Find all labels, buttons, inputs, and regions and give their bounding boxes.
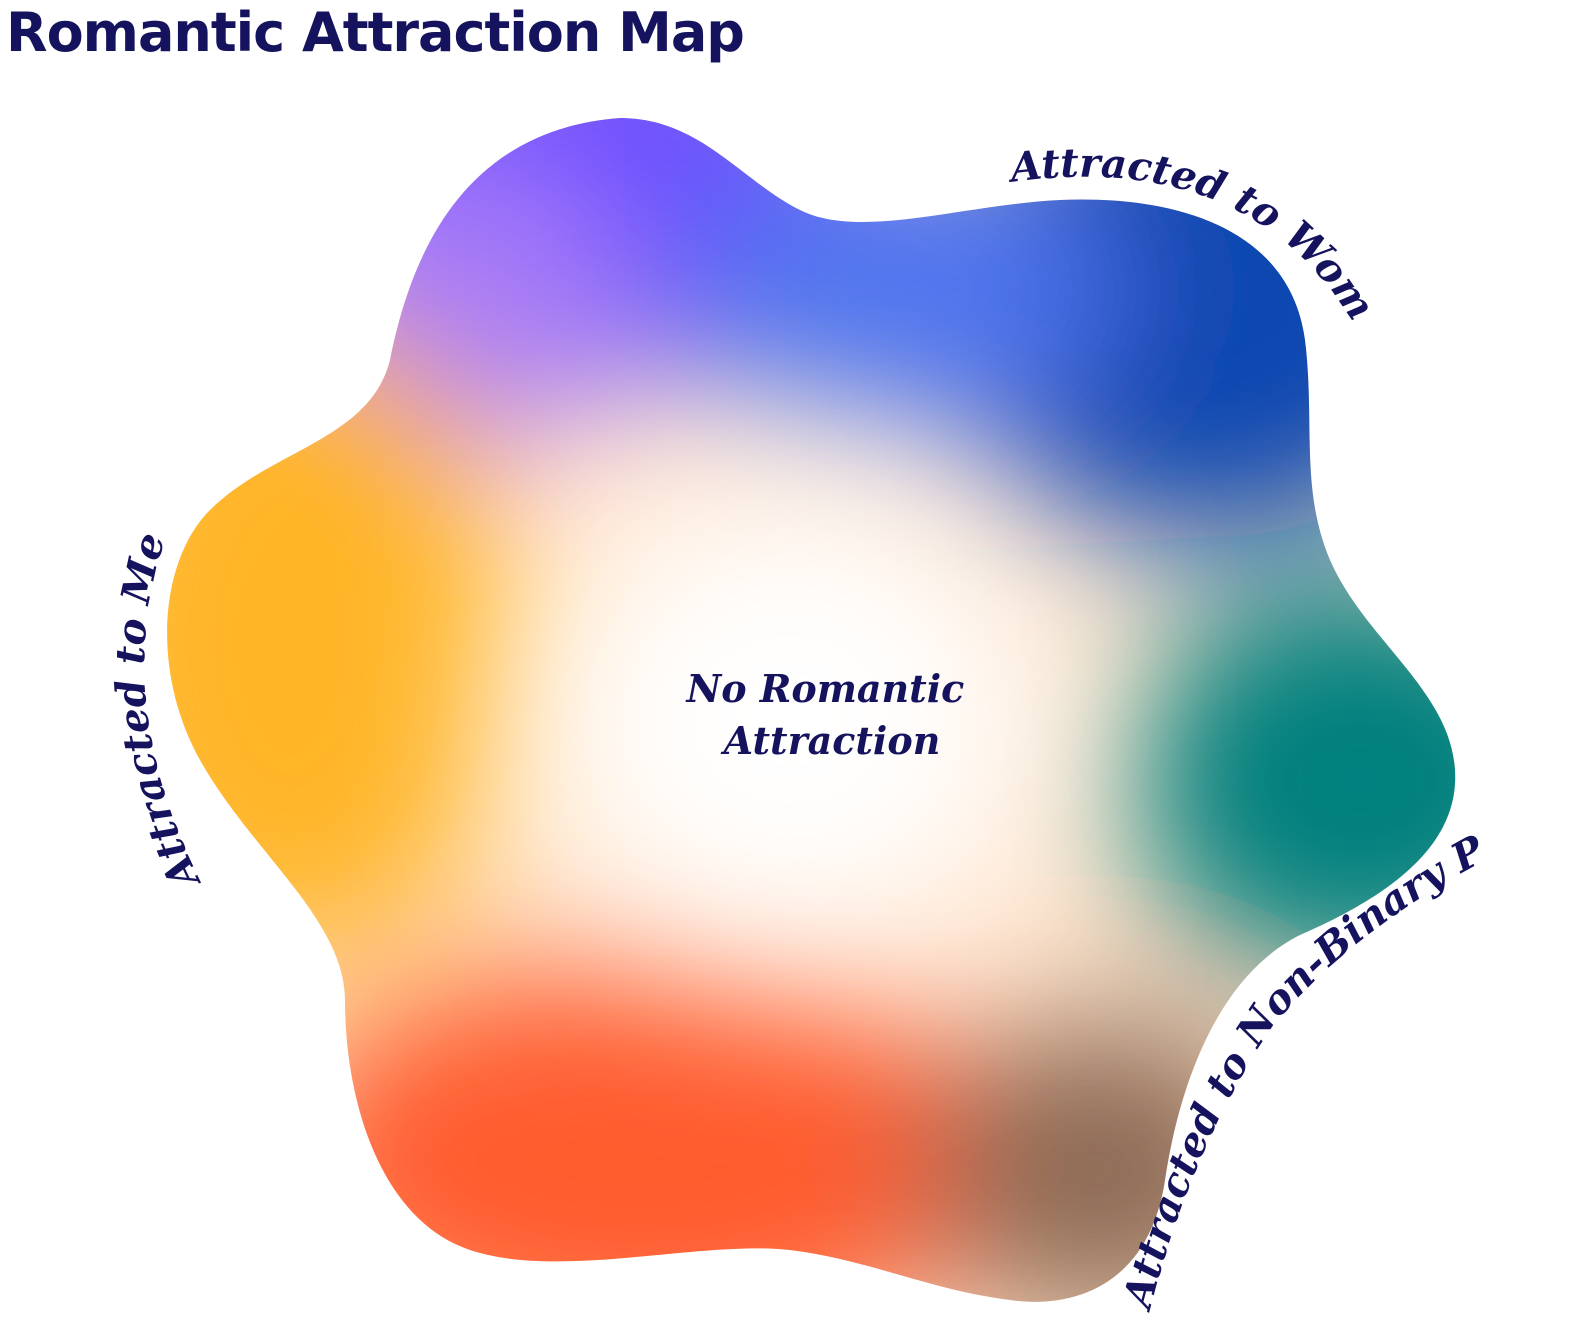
center-label: No Romantic Attraction — [685, 666, 977, 763]
page-title: Romantic Attraction Map — [6, 1, 745, 64]
center-glow — [530, 480, 1050, 960]
men-label: Attracted to Men — [0, 0, 211, 899]
mid-blue-region — [680, 150, 1120, 430]
violet-region — [270, 150, 630, 450]
teal-region — [1130, 580, 1456, 980]
center-label-line-2: Attraction — [721, 718, 941, 763]
center-label-line-1: No Romantic — [685, 666, 964, 711]
men-label-text: Attracted to Men — [0, 0, 211, 899]
